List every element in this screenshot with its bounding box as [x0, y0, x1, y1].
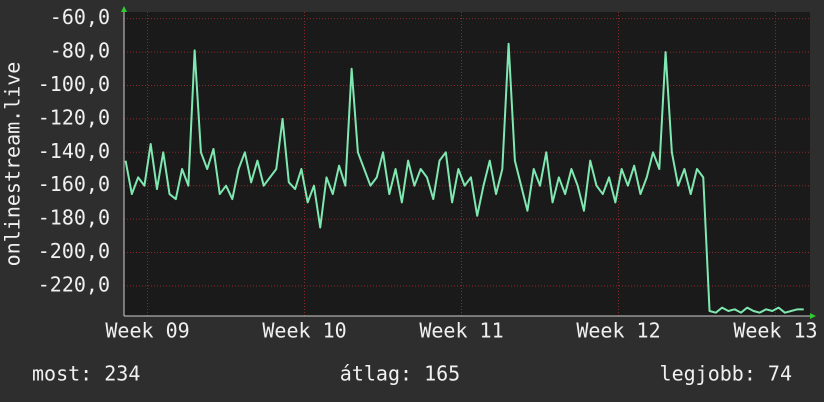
x-tick-label: Week 13	[733, 319, 817, 343]
y-tick-label: -120,0	[38, 105, 110, 129]
data-line	[124, 42, 804, 314]
y-axis-label: onlinestream.live	[1, 62, 25, 267]
plot-area	[124, 12, 810, 316]
y-tick-label: -60,0	[50, 5, 110, 29]
y-tick-label: -100,0	[38, 72, 110, 96]
footer-stat: átlag: 165	[340, 362, 460, 386]
axis-arrow	[810, 313, 816, 319]
x-tick-label: Week 12	[576, 319, 660, 343]
footer-stat: legjobb: 74	[660, 362, 792, 386]
y-tick-label: -140,0	[38, 139, 110, 163]
x-tick-label: Week 09	[105, 319, 189, 343]
x-tick-label: Week 11	[419, 319, 503, 343]
y-tick-label: -200,0	[38, 239, 110, 263]
footer-stat: most: 234	[32, 362, 140, 386]
y-tick-label: -180,0	[38, 206, 110, 230]
x-tick-label: Week 10	[262, 319, 346, 343]
y-tick-label: -160,0	[38, 172, 110, 196]
axis-arrow	[121, 6, 127, 12]
y-tick-label: -80,0	[50, 39, 110, 63]
y-tick-label: -220,0	[38, 272, 110, 296]
